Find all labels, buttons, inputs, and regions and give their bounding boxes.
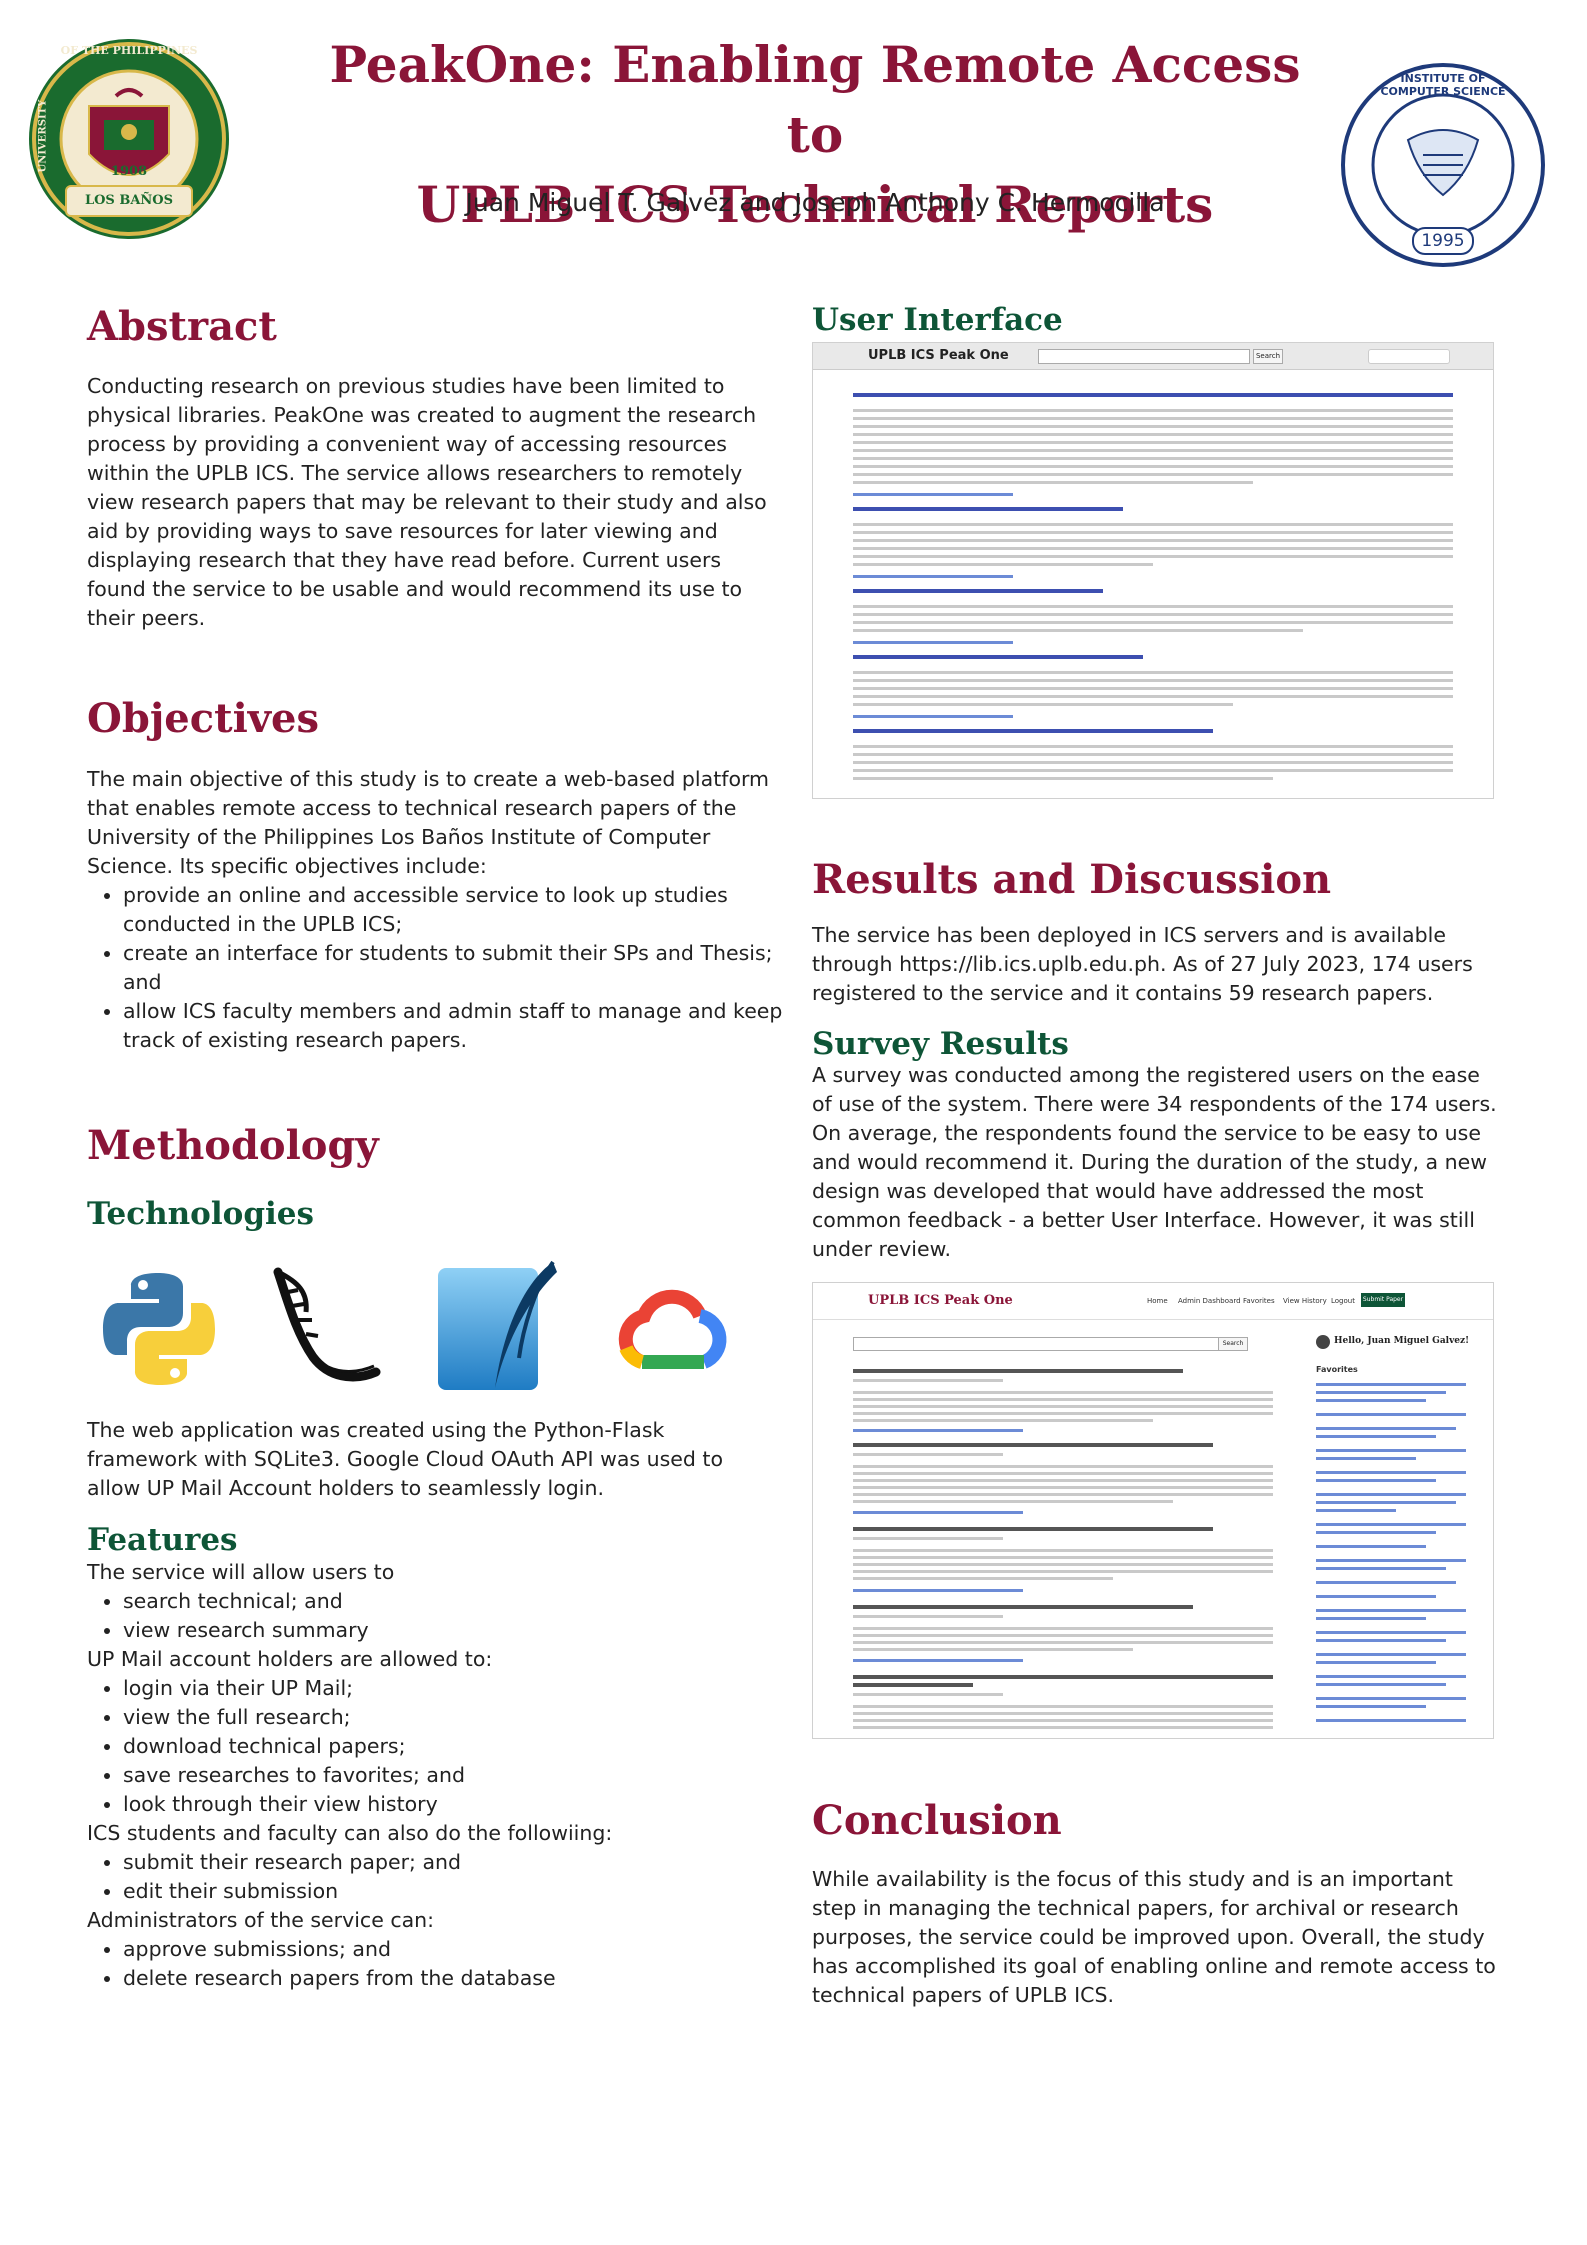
list-item: view research summary xyxy=(123,1616,787,1645)
conclusion-text: While availability is the focus of this … xyxy=(812,1867,1496,2007)
seal-left-text: UNIVERSITY xyxy=(37,99,49,173)
list-item: search technical; and xyxy=(123,1587,787,1616)
list-item: edit their submission xyxy=(123,1877,787,1906)
python-icon xyxy=(95,1265,223,1393)
list-item: approve submissions; and xyxy=(123,1935,787,1964)
ics-logo: 1995 INSTITUTE OF COMPUTER SCIENCE xyxy=(1328,60,1558,270)
list-item: view the full research; xyxy=(123,1703,787,1732)
list-item: submit their research paper; and xyxy=(123,1848,787,1877)
objectives-list: provide an online and accessible service… xyxy=(87,881,787,1055)
objectives-heading: Objectives xyxy=(87,695,319,742)
ui-screenshot-new: UPLB ICS Peak One Home Admin Dashboard F… xyxy=(812,1282,1494,1739)
avatar xyxy=(1316,1335,1330,1349)
features-list: submit their research paper; and edit th… xyxy=(87,1848,787,1906)
screenshot-brand: UPLB ICS Peak One xyxy=(868,1293,1013,1308)
screenshot-favorites-title: Favorites xyxy=(1316,1365,1358,1374)
nav-favorites: Favorites xyxy=(1243,1297,1275,1305)
list-item: login via their UP Mail; xyxy=(123,1674,787,1703)
nav-admin-dashboard: Admin Dashboard xyxy=(1178,1297,1241,1305)
google-cloud-icon xyxy=(612,1282,732,1382)
poster-title: PeakOne: Enabling Remote Access to UPLB … xyxy=(300,30,1330,240)
abstract-heading: Abstract xyxy=(87,303,277,350)
ui-screenshot-old: UPLB ICS Peak One Search xyxy=(812,342,1494,799)
features-heading: Features xyxy=(87,1522,238,1558)
title-line-1: PeakOne: Enabling Remote Access to xyxy=(329,35,1301,164)
title-line-2: UPLB ICS Technical Reports xyxy=(416,175,1214,234)
features-group-intro: The service will allow users to xyxy=(87,1560,395,1584)
survey-text: A survey was conducted among the registe… xyxy=(812,1063,1497,1261)
features-list: login via their UP Mail; view the full r… xyxy=(87,1674,787,1819)
technologies-text: The web application was created using th… xyxy=(87,1418,724,1500)
features-group-intro: Administrators of the service can: xyxy=(87,1908,435,1932)
ics-ring-text: INSTITUTE OF COMPUTER SCIENCE xyxy=(1380,72,1506,98)
objectives-section: The main objective of this study is to c… xyxy=(87,765,787,1055)
features-list: approve submissions; and delete research… xyxy=(87,1935,787,1993)
ics-year: 1995 xyxy=(1421,231,1465,251)
list-item: provide an online and accessible service… xyxy=(123,881,787,939)
nav-logout: Logout xyxy=(1331,1297,1355,1305)
screenshot-navbar xyxy=(813,1283,1493,1320)
results-heading: Results and Discussion xyxy=(812,856,1332,903)
screenshot-search-button: Search xyxy=(1218,1337,1248,1351)
list-item: save researches to favorites; and xyxy=(123,1761,787,1790)
objectives-intro: The main objective of this study is to c… xyxy=(87,767,770,878)
list-item: create an interface for students to subm… xyxy=(123,939,787,997)
seal-year: 1908 xyxy=(110,164,148,179)
up-seal-logo: LOS BAÑOS 1908 OF THE PHILIPPINES UNIVER… xyxy=(26,36,232,242)
features-group-intro: ICS students and faculty can also do the… xyxy=(87,1821,613,1845)
features-list: search technical; and view research summ… xyxy=(87,1587,787,1645)
nav-home: Home xyxy=(1147,1297,1168,1305)
features-section: The service will allow users to search t… xyxy=(87,1558,787,1993)
survey-heading: Survey Results xyxy=(812,1026,1069,1062)
submit-paper-button: Submit Paper xyxy=(1361,1293,1405,1307)
conclusion-heading: Conclusion xyxy=(812,1797,1062,1844)
ui-heading: User Interface xyxy=(812,302,1063,338)
features-group-intro: UP Mail account holders are allowed to: xyxy=(87,1647,493,1671)
list-item: delete research papers from the database xyxy=(123,1964,787,1993)
list-item: look through their view history xyxy=(123,1790,787,1819)
list-item: allow ICS faculty members and admin staf… xyxy=(123,997,787,1055)
screenshot-search-button: Search xyxy=(1253,349,1283,364)
screenshot-search-box xyxy=(853,1337,1233,1351)
abstract-text: Conducting research on previous studies … xyxy=(87,374,767,630)
seal-banner-text: LOS BAÑOS xyxy=(84,193,174,208)
flask-icon xyxy=(268,1262,383,1392)
sqlite-icon xyxy=(435,1258,560,1393)
methodology-heading: Methodology xyxy=(87,1122,379,1169)
authors: Juan Miguel T. Galvez and Joseph Anthony… xyxy=(465,188,1165,217)
screenshot-brand: UPLB ICS Peak One xyxy=(868,348,1009,363)
nav-view-history: View History xyxy=(1283,1297,1327,1305)
technologies-heading: Technologies xyxy=(87,1196,314,1232)
seal-top-text: OF THE PHILIPPINES xyxy=(60,44,198,57)
screenshot-account-chip xyxy=(1368,349,1450,364)
screenshot-search-box xyxy=(1038,349,1250,364)
screenshot-greeting: Hello, Juan Miguel Galvez! xyxy=(1334,1336,1470,1346)
list-item: download technical papers; xyxy=(123,1732,787,1761)
results-text: The service has been deployed in ICS ser… xyxy=(812,923,1473,1005)
